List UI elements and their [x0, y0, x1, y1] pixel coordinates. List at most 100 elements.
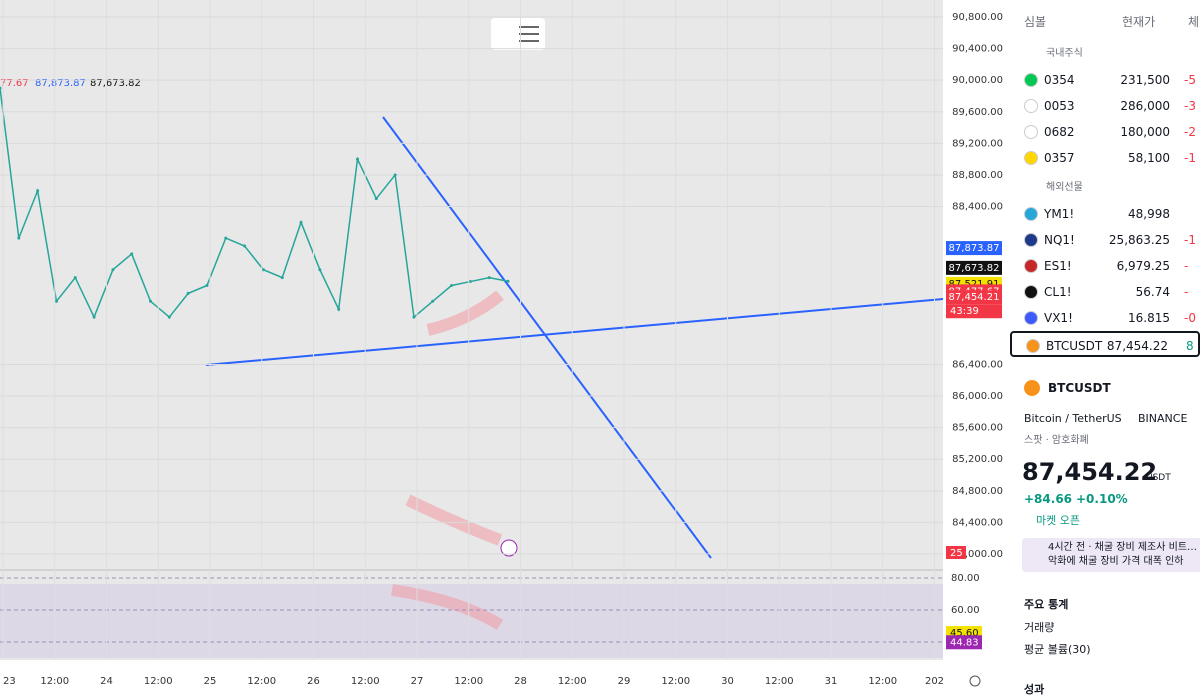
y-tick-label: 84,800.00 [952, 486, 1003, 497]
price: 231,500 [1120, 73, 1170, 87]
price-point [468, 280, 472, 284]
symbol: NQ1! [1044, 233, 1075, 247]
symbol: BTCUSDT [1046, 339, 1103, 353]
watchlist-row[interactable]: 0357 58,100 -1 [1010, 145, 1200, 171]
watchlist-row[interactable]: NQ1! 25,863.25 -1 [1010, 227, 1200, 253]
watchlist-row[interactable]: VX1! 16.815 -0 [1010, 305, 1200, 331]
watchlist-row[interactable]: YM1! 48,998 [1010, 201, 1200, 227]
watchlist-row[interactable]: 0682 180,000 -2 [1010, 119, 1200, 145]
legend-value: 87,873.87 [35, 78, 86, 89]
legend-value: 77.67 [0, 78, 29, 89]
event-icon[interactable] [500, 539, 518, 557]
time-label: 12:00 [558, 676, 587, 687]
change: -1 [1184, 151, 1196, 165]
price-tag [946, 290, 1002, 305]
detail-category: 스팟 · 암호화폐 [1024, 435, 1089, 446]
price: 56.74 [1135, 285, 1170, 299]
symbol-icon [1024, 311, 1038, 325]
news-item[interactable]: 4시간 전 · 채굴 장비 제조사 비트… 성 악화에 채굴 장비 가격 대폭 … [1022, 538, 1200, 572]
y-tick-label: 80.00 [951, 573, 980, 584]
price-point [111, 268, 115, 272]
group-name: 해외선물 [1046, 182, 1083, 193]
time-label: 12:00 [661, 676, 690, 687]
settings-icon[interactable] [969, 675, 981, 687]
toolbar-button[interactable] [491, 18, 545, 50]
highlight [426, 290, 504, 336]
watchlist-row[interactable]: ES1! 6,979.25- [1010, 253, 1200, 279]
trend-line [382, 116, 712, 559]
column-header: 심볼 [1024, 15, 1047, 29]
symbol: YM1! [1044, 207, 1075, 221]
countdown-tag [946, 304, 1002, 319]
price-point [280, 276, 284, 280]
price-point [0, 86, 2, 90]
price-point [431, 299, 435, 303]
watchlist-row[interactable]: 0354 231,500 -5 [1010, 67, 1200, 93]
detail-currency: USDT [1146, 473, 1171, 483]
watchlist-row[interactable]: BTCUSDT 87,454.22 8 [1010, 331, 1200, 357]
column-header: 체 [1188, 15, 1200, 29]
symbol-icon [1024, 207, 1038, 221]
symbol: VX1! [1044, 311, 1073, 325]
symbol: 0354 [1044, 73, 1075, 87]
stat-label: 거래량 [1024, 621, 1055, 634]
time-label: 28 [514, 676, 527, 687]
price: 16.815 [1128, 311, 1170, 325]
change: - [1184, 285, 1189, 299]
time-label: 25 [204, 676, 217, 687]
change: -0 [1184, 311, 1196, 325]
detail-status: 마켓 오픈 [1036, 514, 1080, 527]
menu-icon [519, 26, 539, 42]
time-label: 29 [618, 676, 631, 687]
time-label: 30 [721, 676, 734, 687]
change: -1 [1184, 233, 1196, 247]
column-header: 현재가 [1122, 15, 1156, 29]
price: 58,100 [1128, 151, 1170, 165]
time-label: 12:00 [144, 676, 173, 687]
change: -5 [1184, 73, 1196, 87]
time-label: 23 [3, 676, 16, 687]
detail-price: 87,454.22 [1022, 458, 1158, 486]
detail-exchange: BINANCE [1138, 412, 1188, 425]
price-point [355, 157, 359, 161]
chart: 77.67 87,873.87 87,673.82 90,800.00 90,40… [0, 0, 1003, 687]
time-label: 31 [825, 676, 838, 687]
price-point [374, 197, 378, 201]
detail-change: +84.66 [1024, 492, 1073, 506]
price-point [73, 276, 77, 280]
highlight [391, 584, 504, 631]
detail-icon [1024, 380, 1040, 396]
price-tag-label: 87,673.82 [949, 263, 1000, 274]
price-point [92, 315, 96, 319]
time-label: 12:00 [765, 676, 794, 687]
y-tick-label: 89,200.00 [952, 138, 1003, 149]
symbol-icon [1024, 259, 1038, 273]
price-tag [946, 260, 1002, 275]
watchlist-row[interactable]: 0053 286,000 -3 [1010, 93, 1200, 119]
countdown: 43:39 [950, 306, 979, 317]
time-label: 202 [925, 676, 944, 687]
y-tick-label: 84,000.00 [952, 549, 1003, 560]
symbol: ES1! [1044, 259, 1072, 273]
price: 180,000 [1120, 125, 1170, 139]
symbol: CL1! [1044, 285, 1072, 299]
y-tick-label: 85,600.00 [952, 423, 1003, 434]
time-label: 12:00 [454, 676, 483, 687]
time-label: 12:00 [351, 676, 380, 687]
rsi-tag-label: 45.60 [950, 628, 979, 639]
volume-tag-label: 25 [950, 548, 963, 559]
change: -2 [1184, 125, 1196, 139]
price-point [205, 284, 209, 287]
price-point [36, 189, 40, 193]
volume-tag [946, 546, 966, 559]
price: 87,454.22 [1106, 339, 1168, 353]
watchlist-row[interactable]: CL1! 56.74- [1010, 279, 1200, 305]
price-line [0, 87, 509, 319]
y-tick-label: 86,000.00 [952, 391, 1003, 402]
price-point [337, 307, 341, 311]
symbol-icon [1024, 151, 1038, 165]
detail-name: Bitcoin / TetherUS [1024, 412, 1122, 425]
trend-line [205, 298, 944, 366]
y-tick-label: 90,000.00 [952, 75, 1003, 86]
price-point [506, 279, 510, 283]
